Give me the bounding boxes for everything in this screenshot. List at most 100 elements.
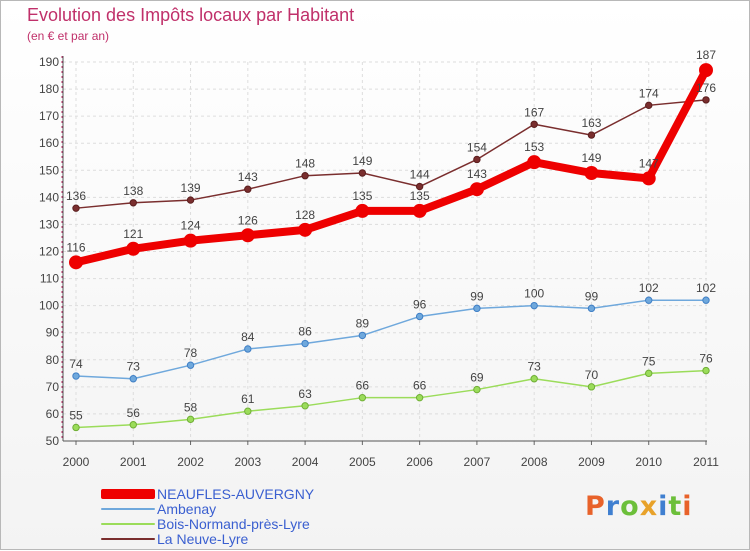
logo-letter: t [668,491,683,522]
y-tick-label: 170 [39,109,59,123]
data-label: 136 [66,189,86,203]
data-label: 154 [467,140,487,154]
data-label: 56 [127,406,141,420]
x-tick-label: 2005 [349,455,376,469]
data-point [244,345,252,353]
y-tick-label: 120 [39,245,59,259]
data-label: 66 [413,379,427,393]
data-point [415,312,424,321]
data-point [527,155,542,170]
data-label: 78 [184,346,198,360]
data-labels: 116 121 124 126 128 135 135 143 153 149 147 187 74 73… [66,48,716,422]
y-tick-label: 160 [39,136,59,150]
data-point [240,228,255,243]
data-point [702,366,710,375]
data-label: 128 [295,208,315,222]
data-point [358,393,367,402]
series-line-1 [75,299,707,380]
data-label: 167 [524,105,544,119]
data-label: 70 [585,368,599,382]
x-tick-label: 2010 [635,455,662,469]
logo-letter: P [585,491,606,522]
data-point [301,402,309,410]
data-label: 86 [298,325,312,339]
data-point [183,233,198,248]
data-label: 58 [184,400,198,414]
data-label: 149 [581,151,601,165]
series-lines [69,63,713,432]
data-label: 135 [352,189,372,203]
data-label: 174 [639,86,659,100]
y-tick-label: 50 [46,434,60,448]
data-label: 138 [123,184,143,198]
data-label: 163 [581,116,601,130]
data-label: 100 [524,287,544,301]
data-point [645,101,653,110]
data-label: 148 [295,157,315,171]
legend-label: Bois-Normand-près-Lyre [157,516,310,532]
data-point [645,296,653,304]
data-label: 66 [356,379,370,393]
data-label: 76 [699,352,713,366]
series-line-2 [75,369,707,429]
y-tick-label: 70 [46,380,60,394]
data-label: 63 [298,387,312,401]
data-label: 73 [528,360,542,374]
data-label: 143 [467,167,487,181]
data-point [645,369,653,378]
data-point [129,421,137,429]
data-label: 176 [696,81,716,95]
data-point [530,375,538,383]
data-label: 135 [410,189,430,203]
data-label: 99 [585,289,599,303]
legend-label: Ambenay [157,501,217,517]
y-tick-label: 60 [46,407,60,421]
data-label: 69 [470,371,484,385]
data-label: 121 [123,227,143,241]
x-tick-label: 2009 [578,455,605,469]
data-point [473,155,481,164]
data-label: 102 [696,281,716,295]
y-tick-label: 130 [39,217,59,231]
y-tick-label: 100 [39,299,59,313]
legend-label: NEAUFLES-AUVERGNY [157,486,315,502]
data-point [587,304,596,313]
x-tick-label: 2006 [406,455,433,469]
data-label: 126 [238,213,258,227]
data-point [69,255,83,270]
legend-swatch [101,538,155,540]
data-label: 147 [639,156,659,170]
x-tick-label: 2002 [177,455,204,469]
data-label: 75 [642,354,656,368]
x-tick-label: 2003 [234,455,261,469]
legend-item: Ambenay [101,501,216,517]
data-point [129,375,137,383]
data-point [412,203,427,218]
logo-letter: o [620,491,640,522]
data-point [473,304,481,313]
x-tick-label: 2008 [521,455,548,469]
data-point [584,165,599,180]
data-point [415,182,424,191]
chart-title: Evolution des Impôts locaux par Habitant [27,5,355,25]
series-line-3 [75,99,707,209]
data-point [72,204,80,212]
legend-swatch [101,523,155,525]
data-point [530,120,538,128]
data-point [186,361,195,369]
y-tick-label: 110 [40,272,59,286]
proxiti-logo: Proxiti [585,491,693,522]
data-label: 89 [356,316,370,330]
y-tick-label: 190 [39,55,59,69]
data-label: 143 [238,170,258,184]
data-label: 116 [66,240,85,254]
data-label: 61 [241,392,255,406]
chart-subtitle: (en € et par an) [27,29,110,43]
axes: 50 60 70 80 90 100 110 120 130 140 150 160 170 180 190… [39,55,719,469]
data-point [244,407,252,415]
data-point [298,222,313,237]
data-point [469,182,484,197]
data-label: 144 [410,168,430,182]
legend-item: La Neuve-Lyre [101,531,248,547]
logo-letter: x [639,491,659,522]
